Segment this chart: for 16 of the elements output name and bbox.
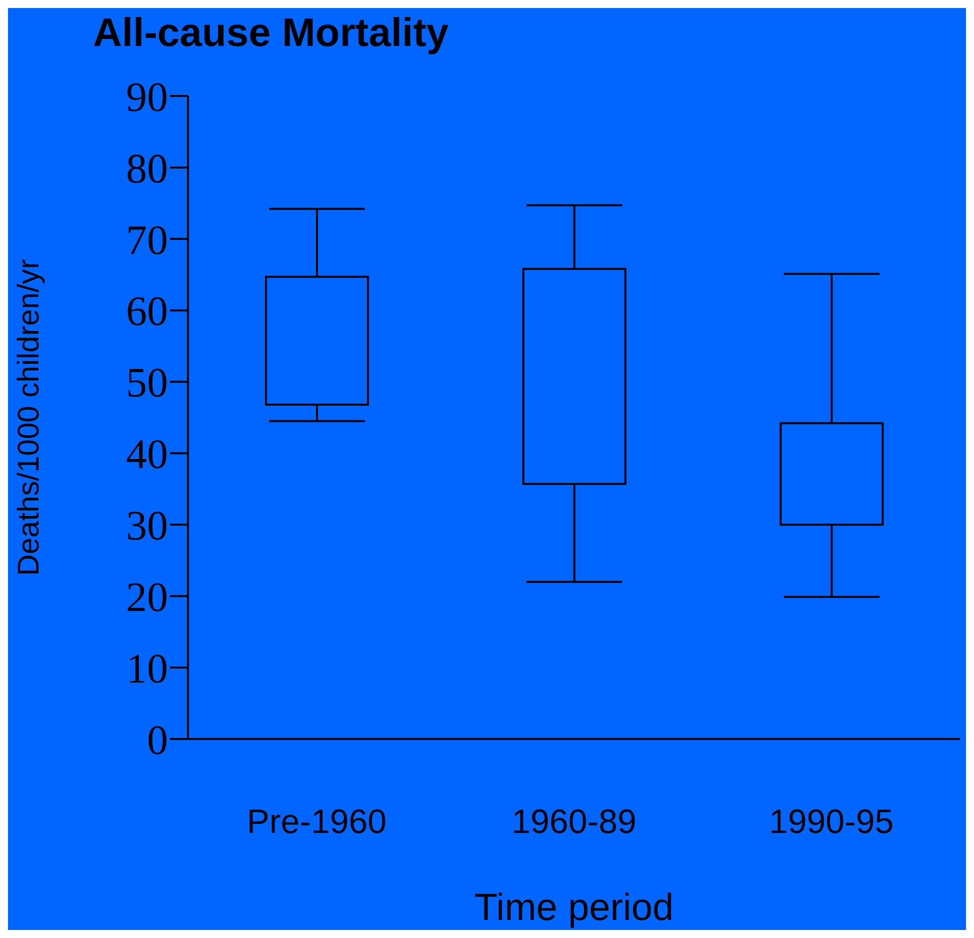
y-tick-label: 80: [126, 146, 168, 192]
chart-title: All-cause Mortality: [92, 10, 450, 57]
y-tick-label: 0: [147, 718, 168, 764]
y-tick-label: 20: [126, 575, 168, 622]
y-tick-label: 30: [126, 504, 168, 550]
x-tick-label: Pre-1960: [246, 803, 387, 842]
x-axis-title: Time period: [474, 887, 674, 929]
x-tick-label: 1960-89: [512, 803, 636, 842]
y-tick-label: 50: [126, 360, 168, 407]
x-tick-label: 1990-95: [768, 803, 894, 842]
y-tick-label: 40: [126, 432, 168, 478]
y-tick-label: 70: [126, 218, 168, 264]
y-axis-title: Deaths/1000 children/yr: [12, 259, 46, 576]
y-tick-label: 10: [126, 646, 168, 692]
y-tick-label: 60: [126, 289, 168, 336]
y-tick-label: 90: [126, 74, 168, 121]
